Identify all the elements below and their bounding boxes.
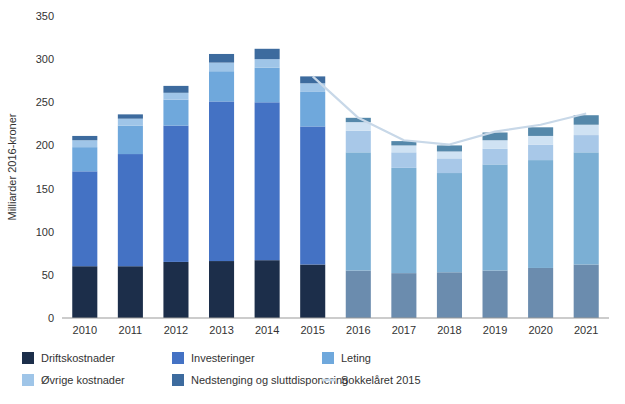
- bar-segment: [437, 272, 462, 318]
- x-tick-label: 2015: [300, 324, 324, 336]
- bar-segment: [391, 168, 416, 273]
- y-tick-label: 250: [36, 96, 54, 108]
- bar-segment: [163, 100, 188, 126]
- bar-segment: [300, 265, 325, 318]
- bar-segment: [346, 131, 371, 153]
- legend: Driftskostnader Investeringer Leting Øvrige…: [22, 352, 421, 386]
- bar-segment: [528, 127, 553, 136]
- x-tick-label: 2020: [528, 324, 552, 336]
- bar-segment: [574, 125, 599, 135]
- bar-segment: [300, 92, 325, 127]
- x-tick-label: 2014: [255, 324, 279, 336]
- bar-segment: [163, 126, 188, 262]
- bar-segment: [163, 93, 188, 100]
- bar-segment: [72, 147, 97, 171]
- bar-segment: [346, 122, 371, 131]
- chart-container: 0 50 100 150 200 250 300 350 Milliarder 2016-kro…: [0, 0, 625, 404]
- legend-label: Leting: [341, 352, 371, 364]
- bar-segment: [574, 152, 599, 264]
- y-tick-label: 200: [36, 139, 54, 151]
- chart-svg: 0 50 100 150 200 250 300 350 Milliarder 2016-kro…: [0, 0, 625, 404]
- x-tick-label: 2011: [119, 324, 143, 336]
- bar-segment: [209, 63, 234, 72]
- bar-segment: [483, 149, 508, 165]
- legend-swatch: [322, 379, 336, 382]
- bar-segment: [209, 101, 234, 261]
- x-tick-label: 2012: [164, 324, 188, 336]
- bar-segment: [483, 164, 508, 270]
- bar-segment: [437, 173, 462, 272]
- legend-label: Nedstenging og sluttdisponering: [191, 374, 348, 386]
- line-series: [313, 76, 586, 144]
- bar-segment: [528, 268, 553, 318]
- bar-segment: [163, 86, 188, 93]
- x-tick-label: 2018: [437, 324, 461, 336]
- bar-segment: [163, 262, 188, 318]
- legend-swatch: [22, 352, 34, 364]
- y-tick-label: 50: [42, 269, 54, 281]
- y-tick-label: 0: [48, 312, 54, 324]
- bar-segment: [118, 126, 143, 154]
- bar-segment: [72, 266, 97, 318]
- bar-segment: [391, 273, 416, 318]
- bar-segment: [437, 145, 462, 151]
- bar-segment: [255, 68, 280, 103]
- bar-segment: [118, 114, 143, 118]
- y-axis-label: Milliarder 2016-kroner: [6, 113, 18, 220]
- bar-segment: [300, 126, 325, 264]
- x-tick-label: 2016: [346, 324, 370, 336]
- bar-segment: [574, 265, 599, 318]
- legend-swatch: [322, 352, 334, 364]
- legend-label: Driftskostnader: [41, 352, 115, 364]
- x-tick-label: 2019: [483, 324, 507, 336]
- bar-segment: [528, 136, 553, 145]
- legend-label: Investeringer: [191, 352, 255, 364]
- x-tick-label: 2021: [574, 324, 598, 336]
- x-tick-label: 2013: [209, 324, 233, 336]
- bar-segment: [209, 261, 234, 318]
- bar-segment: [118, 266, 143, 318]
- bar-segment: [118, 154, 143, 266]
- x-tick-label: 2010: [73, 324, 97, 336]
- y-tick-label: 150: [36, 183, 54, 195]
- bar-segment: [391, 152, 416, 168]
- bar-segment: [209, 54, 234, 63]
- bar-segment: [72, 171, 97, 266]
- plot-marks: [72, 49, 598, 318]
- bar-segment: [574, 135, 599, 152]
- bar-segment: [483, 271, 508, 318]
- bar-segment: [528, 145, 553, 161]
- bar-segment: [437, 158, 462, 173]
- bar-segment: [391, 145, 416, 152]
- bar-segment: [528, 160, 553, 268]
- bar-segment: [118, 119, 143, 126]
- bar-segment: [72, 136, 97, 140]
- legend-swatch: [172, 374, 184, 386]
- y-tick-label: 100: [36, 226, 54, 238]
- bar-segment: [255, 260, 280, 318]
- x-tick-label: 2017: [392, 324, 416, 336]
- x-axis-line: [62, 318, 609, 319]
- legend-swatch: [22, 374, 34, 386]
- y-tick-label: 350: [36, 10, 54, 22]
- legend-label: Sokkelåret 2015: [341, 374, 421, 386]
- bar-segment: [209, 71, 234, 101]
- legend-swatch: [172, 352, 184, 364]
- bar-segment: [255, 102, 280, 260]
- legend-label: Øvrige kostnader: [41, 374, 125, 386]
- bar-segment: [346, 152, 371, 270]
- bar-segment: [346, 271, 371, 318]
- bar-segment: [255, 59, 280, 68]
- bar-segment: [437, 151, 462, 158]
- bar-segment: [483, 140, 508, 149]
- y-tick-label: 300: [36, 53, 54, 65]
- bar-segment: [72, 140, 97, 147]
- bar-segment: [255, 49, 280, 59]
